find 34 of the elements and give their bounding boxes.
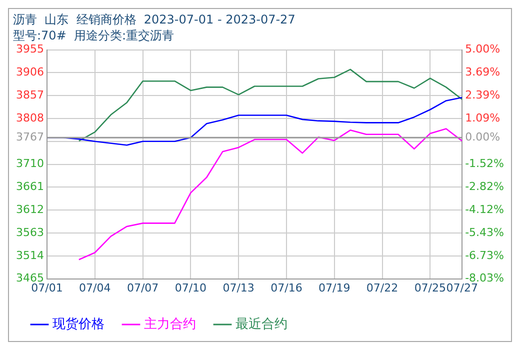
x-tick-label: 07/07 — [126, 281, 159, 294]
y2-tick-label: -4.12% — [465, 202, 504, 216]
y-tick-label: 3563 — [16, 226, 44, 239]
y2-tick-label: 2.39% — [465, 88, 500, 102]
y-tick-label: 3767 — [16, 130, 44, 144]
y2-tick-label: -1.52% — [465, 157, 504, 170]
x-tick-label: 07/04 — [79, 281, 111, 294]
y2-tick-label: 0.00% — [465, 130, 500, 144]
y-tick-label: 3710 — [16, 157, 44, 170]
y2-tick-label: -5.43% — [465, 226, 504, 239]
chart-subtitle: 型号:70# 用途分类:重交沥青 — [13, 28, 174, 43]
y-tick-label: 3612 — [16, 202, 44, 216]
y2-tick-label: -2.82% — [465, 180, 504, 194]
x-tick-label: 07/27 — [446, 281, 478, 294]
x-tick-label: 07/10 — [174, 281, 207, 294]
y2-tick-label: 3.69% — [465, 66, 500, 79]
y-tick-label: 3906 — [16, 66, 44, 79]
x-tick-label: 07/19 — [318, 281, 350, 294]
legend-label: 现货价格 — [52, 316, 104, 332]
y-tick-label: 3857 — [16, 88, 44, 102]
y-tick-label: 3661 — [16, 180, 44, 194]
legend-label: 最近合约 — [236, 316, 288, 332]
legend-label: 主力合约 — [144, 316, 196, 332]
y2-tick-label: 1.09% — [465, 111, 500, 124]
x-tick-label: 07/13 — [222, 281, 254, 294]
y2-tick-label: -6.73% — [465, 248, 504, 262]
x-tick-label: 07/25 — [414, 281, 446, 294]
y-tick-label: 3808 — [16, 111, 44, 124]
x-tick-label: 07/22 — [366, 281, 398, 294]
y-tick-label: 3514 — [16, 248, 44, 262]
y2-tick-label: 5.00% — [465, 42, 500, 56]
x-tick-label: 07/16 — [270, 281, 302, 294]
chart-title: 沥青 山东 经销商价格 2023-07-01 - 2023-07-27 — [13, 12, 296, 26]
y-tick-label: 3955 — [16, 42, 44, 56]
